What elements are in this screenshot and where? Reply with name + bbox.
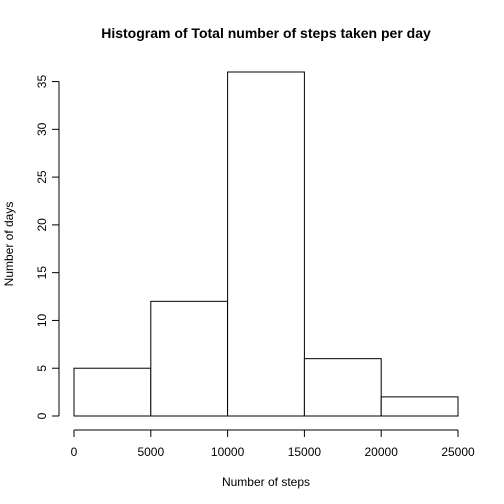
y-tick-label-5: 25: [35, 170, 49, 184]
histogram-bar-2: [227, 71, 305, 417]
x-axis: 0 5000 10000 15000 20000 25000: [71, 429, 475, 459]
x-tick-label-4: 20000: [365, 445, 399, 459]
histogram-bar-0: [73, 367, 152, 417]
chart-title: Histogram of Total number of steps taken…: [101, 25, 431, 41]
y-tick-label-2: 10: [35, 313, 49, 327]
x-tick-label-0: 0: [71, 445, 78, 459]
y-tick-label-6: 30: [35, 122, 49, 136]
y-axis-label: Number of days: [2, 202, 16, 287]
histogram-bar-4: [380, 396, 459, 417]
y-tick-label-1: 5: [35, 365, 49, 372]
y-tick-label-0: 0: [35, 412, 49, 419]
x-tick-label-3: 15000: [288, 445, 322, 459]
y-tick-label-3: 15: [35, 266, 49, 280]
x-axis-label: Number of steps: [222, 475, 310, 489]
bars-group: [73, 71, 459, 417]
y-tick-label-7: 35: [35, 75, 49, 89]
x-tick-label-1: 5000: [137, 445, 164, 459]
x-tick-label-5: 25000: [441, 445, 475, 459]
y-tick-label-4: 20: [35, 218, 49, 232]
y-axis: 0 5 10 15 20 25 30 35: [35, 75, 60, 419]
histogram-bar-1: [150, 300, 229, 417]
x-tick-label-2: 10000: [211, 445, 245, 459]
histogram-bar-3: [303, 358, 382, 417]
